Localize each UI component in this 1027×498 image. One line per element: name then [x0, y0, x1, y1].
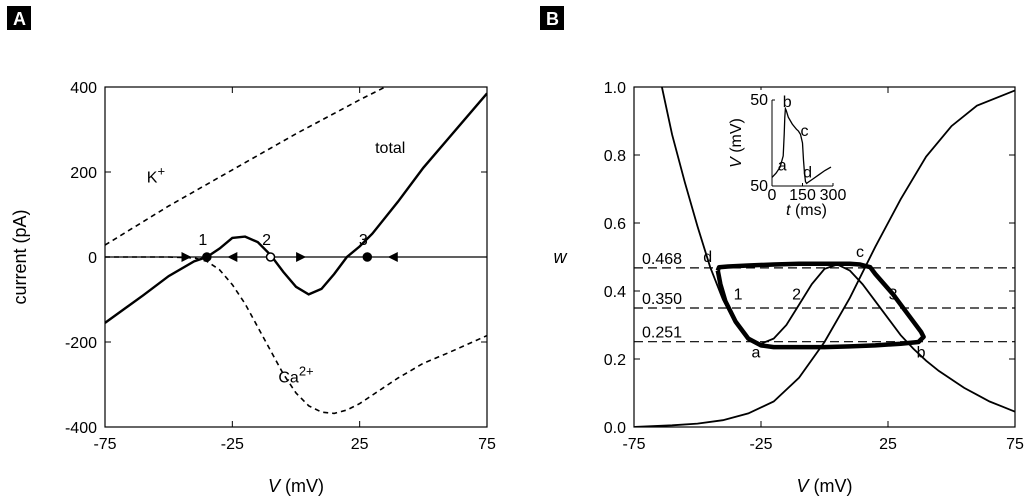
plot-area-b: [634, 87, 1015, 427]
flow-arrow-right: [181, 252, 192, 262]
cycle-label-2: 2: [792, 287, 801, 304]
inset-y-tick-label: 50: [750, 178, 768, 195]
hline-label-bg: [640, 324, 688, 340]
inset-label-d: d: [803, 164, 812, 181]
x-tick-label-a: 25: [351, 436, 369, 453]
x-tick-label-b: -25: [749, 436, 772, 453]
cycle-label-d: d: [703, 249, 712, 266]
y-tick-label-a: 200: [70, 165, 97, 182]
y-tick-label-a: -400: [65, 420, 97, 437]
hline-label: 0.251: [642, 325, 682, 342]
series-ca2-: [105, 256, 487, 415]
x-axis-label-a: V (mV): [268, 476, 324, 496]
cycle-label-c: c: [856, 244, 864, 261]
inset-chart: 0 150 300 50 50 V (mV) t (ms) bc a d: [722, 90, 846, 219]
fixed-point-label-2: 2: [262, 232, 271, 249]
hline-label: 0.468: [642, 251, 682, 268]
flow-arrow-left: [387, 252, 398, 262]
x-axis-label-b: V (mV): [796, 476, 852, 496]
x-tick-label-b: 75: [1006, 436, 1024, 453]
inset-x-tick-label: 300: [820, 187, 847, 204]
chart-panel-b: -75 -25 25 75 1.0 0.8 0.6 0.4 0.2 0.0 w V (mV) 0.468…: [554, 80, 1025, 496]
inset-x-axis-label: t (ms): [786, 202, 827, 219]
chart-panel-a: -75 -25 25 75 400 200 0 -200 -400 current (pA) V (…: [10, 80, 496, 496]
y-axis-label-b: w: [554, 247, 568, 267]
y-tick-label-a: -200: [65, 335, 97, 352]
hline-label-bg: [640, 291, 688, 306]
annotation-ca: Ca2+: [278, 363, 313, 386]
fixed-point-label-3: 3: [359, 232, 368, 249]
inset-y-tick-label: 50: [750, 92, 768, 109]
plot-frame-b: [633, 86, 1016, 428]
y-tick-label-b: 0.4: [604, 284, 626, 301]
fixed-point-3: [362, 252, 373, 262]
inset-voltage-trace: [771, 106, 832, 185]
y-tick-label-a: 400: [70, 80, 97, 97]
x-tick-label-b: 25: [879, 436, 897, 453]
fixed-point-1: [202, 252, 212, 262]
inset-x-tick-label: 150: [789, 187, 816, 204]
cycle-label-a: a: [751, 344, 760, 361]
hline-label-bg: [640, 250, 688, 266]
cycle-label-3: 3: [889, 287, 898, 304]
flow-arrow-left: [227, 252, 238, 262]
inset-label-a: a: [778, 158, 787, 175]
x-tick-label-b: -75: [622, 436, 645, 453]
y-tick-label-b: 0.8: [604, 148, 626, 165]
panel-letter-box-a: [7, 6, 31, 30]
x-tick-label-a: 75: [478, 436, 496, 453]
series-limit-cycle: [715, 261, 926, 350]
flow-arrow-right: [296, 252, 307, 262]
y-axis-label-a: current (pA): [10, 209, 30, 304]
y-tick-label-a: 0: [88, 250, 97, 267]
panel-letter-box-b: [540, 6, 564, 30]
annotation-k: K+: [147, 164, 165, 187]
series-k-: [105, 87, 388, 246]
panel-letter-a: A: [13, 9, 26, 29]
inset-x-tick-label: 0: [768, 187, 777, 204]
y-tick-label-b: 1.0: [604, 80, 626, 97]
cycle-label-b: b: [917, 344, 926, 361]
inset-label-b: b: [783, 94, 792, 111]
y-tick-label-b: 0.0: [604, 420, 626, 437]
series-total: [105, 92, 487, 324]
fixed-point-label-1: 1: [198, 232, 207, 249]
cycle-label-1: 1: [734, 287, 743, 304]
plot-area-a: [105, 87, 487, 415]
x-tick-label-a: -75: [93, 436, 116, 453]
fixed-point-2: [265, 252, 276, 262]
panel-letter-b: B: [546, 9, 559, 29]
x-tick-label-a: -25: [221, 436, 244, 453]
inset-label-c: c: [801, 123, 809, 140]
inset-y-axis-label: V (mV): [728, 118, 745, 168]
y-tick-label-b: 0.2: [604, 352, 626, 369]
annotation-total: total: [375, 140, 405, 157]
hline-label: 0.350: [642, 291, 682, 308]
y-tick-label-b: 0.6: [604, 216, 626, 233]
